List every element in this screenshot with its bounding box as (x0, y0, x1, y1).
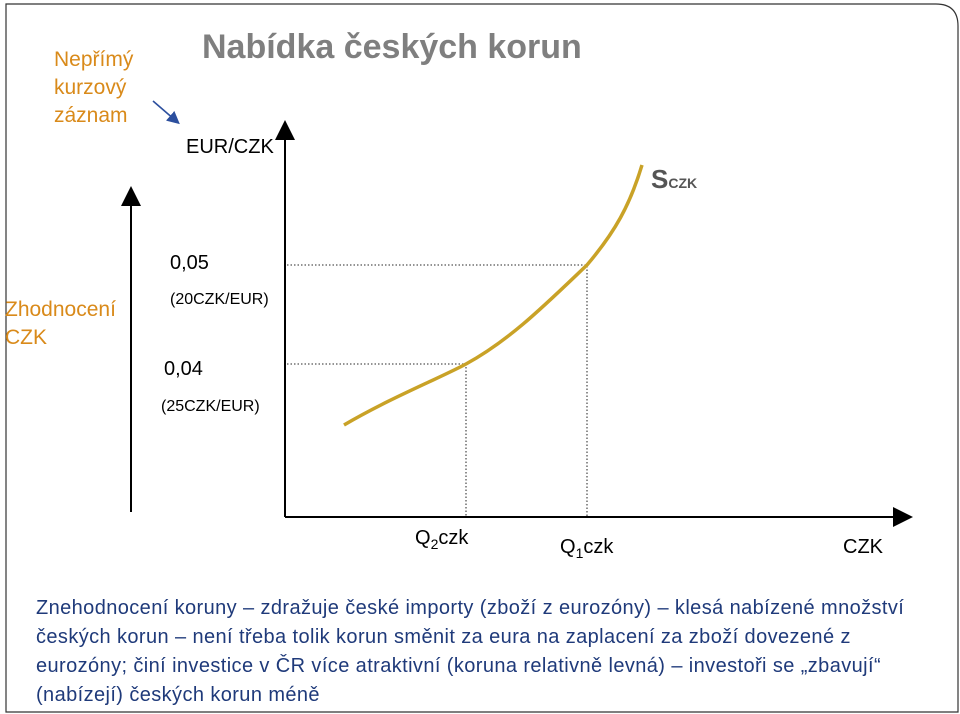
q2-suffix: czk (438, 527, 469, 549)
slide-title: Nabídka českých korun (202, 28, 582, 66)
price-high-note: (20CZK/EUR) (170, 291, 269, 308)
guide-high (287, 264, 588, 517)
caption-text: Znehodnocení koruny – zdražuje české imp… (36, 597, 905, 706)
x-axis-label: CZK (843, 536, 883, 558)
appreciation-label: Zhodnocení CZK (5, 298, 116, 349)
q1-suffix: czk (583, 536, 614, 558)
y-axis-label: EUR/CZK (186, 136, 274, 158)
supply-curve (343, 164, 644, 427)
q1-sub: 1 (575, 545, 584, 561)
slide-border (5, 3, 959, 713)
guide-low (287, 363, 467, 517)
note-label: Nepřímý kurzový záznam (54, 48, 134, 127)
q2-main: Q (415, 527, 431, 549)
price-low-note: (25CZK/EUR) (161, 398, 260, 415)
q2-sub: 2 (430, 536, 439, 552)
supply-curve-label-sub: CZK (668, 175, 698, 191)
price-low-label: 0,04 (164, 358, 203, 380)
supply-curve-label-main: S (651, 164, 669, 194)
note-arrow (152, 100, 180, 125)
q2-label: Q2czk (415, 527, 468, 552)
q1-label: Q1czk (560, 536, 613, 561)
supply-curve-label: SCZK (651, 164, 697, 195)
price-high-label: 0,05 (170, 252, 209, 274)
q1-main: Q (560, 536, 576, 558)
